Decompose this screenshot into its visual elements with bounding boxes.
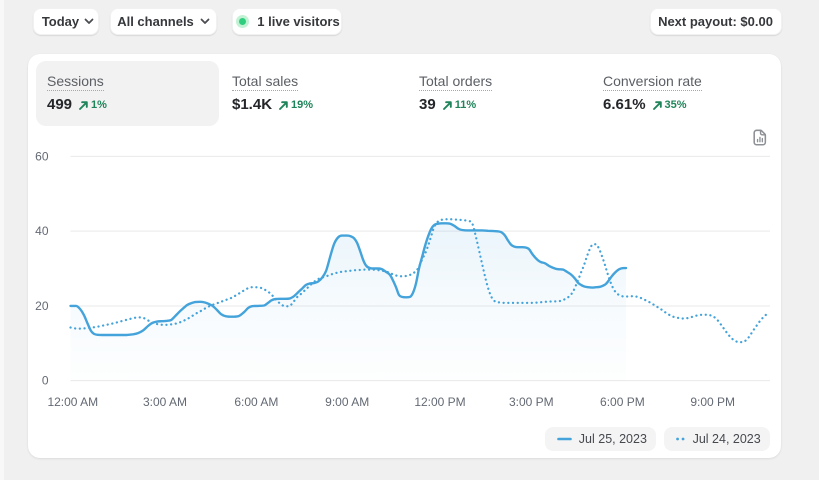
svg-text:12:00 PM: 12:00 PM <box>414 395 465 409</box>
svg-text:40: 40 <box>35 224 49 238</box>
svg-text:0: 0 <box>42 374 49 388</box>
svg-text:6:00 PM: 6:00 PM <box>600 395 645 409</box>
svg-text:20: 20 <box>35 299 49 313</box>
svg-text:9:00 PM: 9:00 PM <box>690 395 735 409</box>
svg-text:6:00 AM: 6:00 AM <box>234 395 278 409</box>
svg-text:3:00 PM: 3:00 PM <box>509 395 554 409</box>
svg-text:9:00 AM: 9:00 AM <box>325 395 369 409</box>
svg-text:3:00 AM: 3:00 AM <box>143 395 187 409</box>
svg-text:12:00 AM: 12:00 AM <box>47 395 98 409</box>
svg-text:60: 60 <box>35 150 49 164</box>
